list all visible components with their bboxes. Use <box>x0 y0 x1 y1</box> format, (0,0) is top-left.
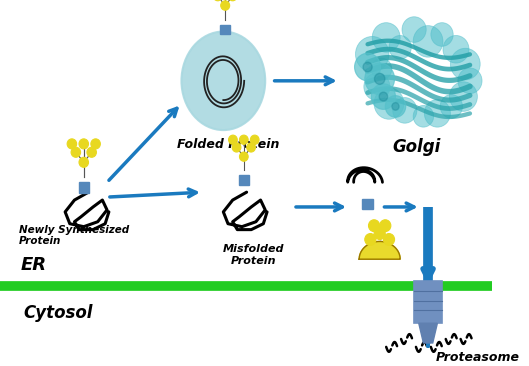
Circle shape <box>380 220 391 232</box>
Circle shape <box>91 139 101 149</box>
Text: Proteasome: Proteasome <box>435 351 519 364</box>
Circle shape <box>67 139 77 149</box>
Ellipse shape <box>181 31 265 130</box>
Text: Misfolded
Protein: Misfolded Protein <box>222 244 284 266</box>
Circle shape <box>228 0 237 1</box>
Circle shape <box>365 234 376 245</box>
Circle shape <box>424 100 450 127</box>
Circle shape <box>365 63 395 94</box>
Circle shape <box>402 17 426 42</box>
Circle shape <box>71 147 80 157</box>
Bar <box>220 25 230 34</box>
Circle shape <box>375 73 385 84</box>
Circle shape <box>232 143 241 152</box>
Circle shape <box>240 135 248 144</box>
Circle shape <box>221 1 230 10</box>
Bar <box>239 175 249 185</box>
Circle shape <box>450 82 477 111</box>
Text: Golgi: Golgi <box>393 138 441 156</box>
Bar <box>414 281 442 323</box>
Circle shape <box>229 135 238 144</box>
Text: Newly Synthesized
Protein: Newly Synthesized Protein <box>19 225 129 246</box>
Circle shape <box>458 68 482 94</box>
Circle shape <box>413 105 434 127</box>
Text: Folded Protein: Folded Protein <box>177 138 279 151</box>
Polygon shape <box>359 242 400 259</box>
Circle shape <box>374 88 404 119</box>
Circle shape <box>413 26 443 57</box>
Circle shape <box>363 62 372 72</box>
Circle shape <box>440 94 462 118</box>
Bar <box>362 199 373 209</box>
Circle shape <box>392 102 399 110</box>
Circle shape <box>369 220 380 232</box>
Circle shape <box>385 96 406 117</box>
Circle shape <box>443 36 469 63</box>
Circle shape <box>431 23 453 46</box>
Circle shape <box>371 84 396 109</box>
Text: Cytosol: Cytosol <box>23 305 93 322</box>
Circle shape <box>87 147 96 157</box>
Circle shape <box>354 53 380 81</box>
Circle shape <box>247 143 256 152</box>
Circle shape <box>240 152 248 161</box>
Circle shape <box>372 23 400 52</box>
Polygon shape <box>419 323 437 343</box>
Text: ER: ER <box>21 256 47 274</box>
Circle shape <box>384 234 395 245</box>
Bar <box>79 182 89 193</box>
Circle shape <box>364 73 390 101</box>
Circle shape <box>371 58 392 80</box>
Circle shape <box>79 139 88 149</box>
Circle shape <box>393 98 417 123</box>
Circle shape <box>450 48 480 80</box>
Circle shape <box>213 0 222 1</box>
Circle shape <box>374 228 385 239</box>
Circle shape <box>379 92 388 101</box>
Circle shape <box>250 135 259 144</box>
Circle shape <box>389 36 412 59</box>
Circle shape <box>355 37 389 72</box>
Circle shape <box>79 157 88 167</box>
